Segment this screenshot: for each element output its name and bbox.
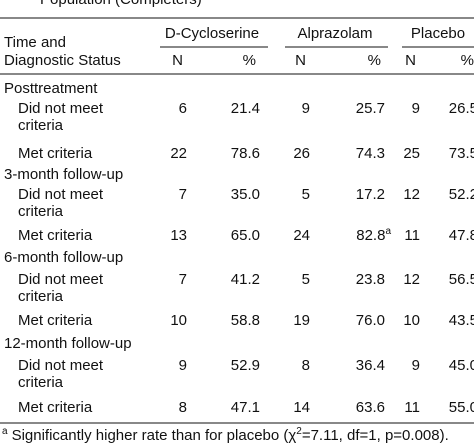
cell: 9 bbox=[179, 357, 187, 374]
row-label: criteria bbox=[18, 203, 64, 220]
cell: 7 bbox=[179, 271, 187, 288]
cell-value: 82.8 bbox=[356, 227, 385, 244]
cell: 19 bbox=[293, 312, 310, 329]
cell: 8 bbox=[302, 357, 310, 374]
row-label: Met criteria bbox=[18, 227, 93, 244]
row-label: criteria bbox=[18, 288, 64, 305]
column-group-header: Alprazolam bbox=[297, 25, 372, 42]
cell: 41.2 bbox=[231, 271, 260, 288]
caption: Population (Completers) bbox=[40, 0, 202, 8]
cell: 52.9 bbox=[231, 357, 260, 374]
column-subheader: N bbox=[295, 52, 306, 69]
footnote: a Significantly higher rate than for plac… bbox=[2, 426, 449, 443]
cell: 56.5 bbox=[449, 271, 474, 288]
cell: 47.8 bbox=[449, 227, 474, 244]
column-group-header: Placebo bbox=[411, 25, 465, 42]
stub-header: Diagnostic Status bbox=[4, 52, 121, 69]
cell: 55.0 bbox=[449, 399, 474, 416]
cell: 17.2 bbox=[356, 186, 385, 203]
cell: 63.6 bbox=[356, 399, 385, 416]
cell: 73.5 bbox=[449, 145, 474, 162]
row-label: Met criteria bbox=[18, 312, 93, 329]
row-label: criteria bbox=[18, 117, 64, 134]
cell: 12 bbox=[403, 271, 420, 288]
cell: 6 bbox=[179, 100, 187, 117]
cell-note: a bbox=[385, 226, 391, 237]
cell: 26 bbox=[293, 145, 310, 162]
cell: 65.0 bbox=[231, 227, 260, 244]
cell: 22 bbox=[170, 145, 187, 162]
cell: 10 bbox=[403, 312, 420, 329]
column-subheader: % bbox=[368, 52, 381, 69]
footnote-text: Significantly higher rate than for place… bbox=[12, 427, 297, 443]
column-subheader: % bbox=[243, 52, 256, 69]
cell: 25 bbox=[403, 145, 420, 162]
row-label: Met criteria bbox=[18, 399, 93, 416]
cell: 35.0 bbox=[231, 186, 260, 203]
section-title: 3-month follow-up bbox=[4, 166, 123, 183]
cell: 14 bbox=[293, 399, 310, 416]
row-label: Did not meet bbox=[18, 186, 104, 203]
cell: 82.8a bbox=[356, 226, 391, 244]
cell: 9 bbox=[302, 100, 310, 117]
cell: 26.5 bbox=[449, 100, 474, 117]
cell: 9 bbox=[412, 100, 420, 117]
stub-header: Time and bbox=[4, 34, 66, 51]
cell: 74.3 bbox=[356, 145, 385, 162]
footnote-sup: 2 bbox=[296, 426, 302, 437]
cell: 5 bbox=[302, 271, 310, 288]
row-label: Did not meet bbox=[18, 100, 104, 117]
column-subheader: N bbox=[172, 52, 183, 69]
cell: 47.1 bbox=[231, 399, 260, 416]
cell: 5 bbox=[302, 186, 310, 203]
cell: 23.8 bbox=[356, 271, 385, 288]
cell: 10 bbox=[170, 312, 187, 329]
cell: 21.4 bbox=[231, 100, 260, 117]
cell: 45.0 bbox=[449, 357, 474, 374]
cell: 13 bbox=[170, 227, 187, 244]
column-subheader: % bbox=[461, 52, 474, 69]
row-label: Met criteria bbox=[18, 145, 93, 162]
cell: 52.2 bbox=[449, 186, 474, 203]
cell: 9 bbox=[412, 357, 420, 374]
cell: 11 bbox=[404, 227, 420, 244]
footnote-marker: a bbox=[2, 426, 8, 437]
cell: 8 bbox=[179, 399, 187, 416]
cell: 76.0 bbox=[356, 312, 385, 329]
cell: 36.4 bbox=[356, 357, 385, 374]
column-group-header: D-Cycloserine bbox=[165, 25, 259, 42]
row-label: Did not meet bbox=[18, 271, 104, 288]
section-title: 12-month follow-up bbox=[4, 335, 132, 352]
cell: 78.6 bbox=[231, 145, 260, 162]
cell: 25.7 bbox=[356, 100, 385, 117]
row-label: Did not meet bbox=[18, 357, 104, 374]
cell: 7 bbox=[179, 186, 187, 203]
row-label: criteria bbox=[18, 374, 64, 391]
cell: 58.8 bbox=[231, 312, 260, 329]
section-title: 6-month follow-up bbox=[4, 249, 123, 266]
footnote-text: =7.11, df=1, p=0.008). bbox=[302, 427, 449, 443]
cell: 11 bbox=[404, 399, 420, 416]
cell: 43.5 bbox=[449, 312, 474, 329]
cell: 12 bbox=[403, 186, 420, 203]
section-title: Posttreatment bbox=[4, 80, 98, 97]
column-subheader: N bbox=[405, 52, 416, 69]
cell: 24 bbox=[293, 227, 310, 244]
